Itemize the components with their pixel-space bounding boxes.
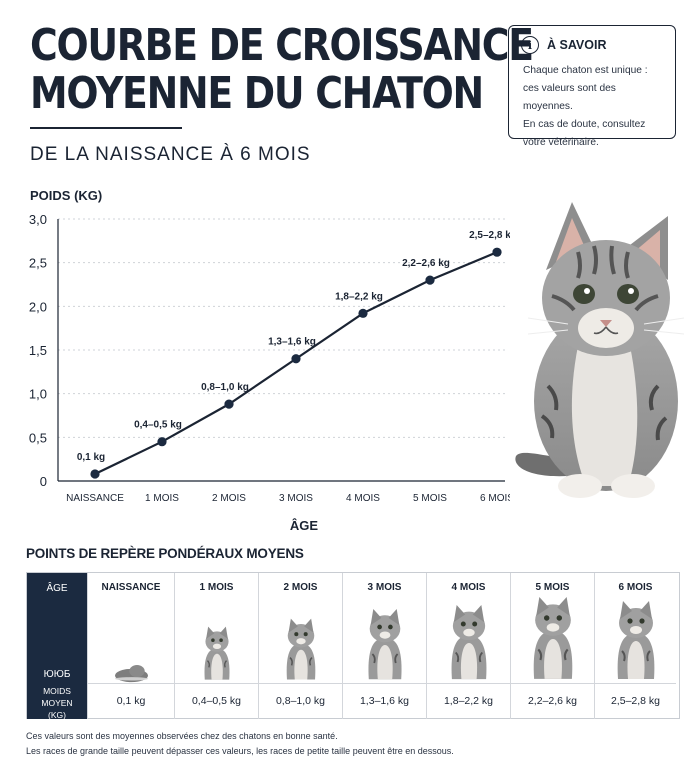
data-point [358, 308, 368, 318]
x-tick-label: 5 MOIS [413, 493, 447, 504]
title-line-2: MOYENNE DU CHATON [30, 68, 484, 119]
milestones-table: ÂGE ЮЮБ MOIDS MOYEN (KG) NAISSANCE 0,1 kg… [26, 572, 680, 721]
x-tick-label: 6 MOIS [480, 493, 510, 504]
column-age: 4 MOIS [451, 582, 486, 593]
column-weight: 0,4–0,5 kg [175, 683, 258, 720]
y-tick-label: 2,0 [29, 299, 47, 314]
y-tick-label: 0,5 [29, 430, 47, 445]
column-age: 2 MOIS [283, 582, 318, 593]
x-tick-label: NAISSANCE [66, 493, 124, 504]
column-age: 5 MOIS [535, 582, 570, 593]
data-label: 0,1 kg [77, 452, 105, 463]
kitten-photo [88, 597, 174, 683]
y-tick-label: 1,0 [29, 387, 47, 402]
info-line: ces valeurs sont des moyennes. [523, 83, 616, 112]
data-point [291, 354, 301, 364]
column-weight: 0,8–1,0 kg [259, 683, 342, 720]
data-label: 0,8–1,0 kg [201, 382, 249, 393]
table-column: 1 MOIS 0,4–0,5 kg [174, 573, 258, 719]
info-icon: i [521, 36, 539, 54]
column-weight: 1,3–1,6 kg [343, 683, 426, 720]
y-tick-label: 1,5 [29, 343, 47, 358]
column-age: 3 MOIS [367, 582, 402, 593]
y-tick-label: 3,0 [29, 212, 47, 227]
table-column: 4 MOIS 1,8–2,2 kg [426, 573, 510, 719]
data-point [224, 399, 234, 409]
kitten-photo [343, 597, 426, 683]
table-column: 6 MOIS 2,5–2,8 kg [594, 573, 676, 719]
info-line: En cas de doute, consultez [523, 119, 646, 130]
info-line: Chaque chaton est unique : [523, 65, 648, 76]
info-text: Chaque chaton est unique : ces valeurs s… [523, 62, 663, 152]
column-weight: 0,1 kg [88, 683, 174, 720]
y-tick-label: 0 [40, 474, 47, 489]
kitten-photo [511, 597, 594, 683]
header-age-label: ÂGE [46, 583, 68, 594]
table-column: 5 MOIS 2,2–2,6 kg [510, 573, 594, 719]
y-axis-ticks: 0 0,5 1,0 1,5 2,0 2,5 3,0 [29, 212, 47, 489]
chart-grid [58, 218, 505, 438]
page-title: COURBE DE CROISSANCE MOYENNE DU CHATON [30, 20, 534, 119]
x-tick-label: 2 MOIS [212, 493, 246, 504]
column-weight: 1,8–2,2 kg [427, 683, 510, 720]
x-tick-label: 4 MOIS [346, 493, 380, 504]
column-age: 6 MOIS [618, 582, 653, 593]
header-weight-line: MOIDS MOYEN [41, 686, 73, 708]
title-divider [30, 127, 182, 129]
info-title: À SAVOIR [547, 38, 607, 52]
data-label: 0,4–0,5 kg [134, 420, 182, 431]
milestones-title: POINTS DE REPÈRE PONDÉRAUX MOYENS [26, 546, 304, 561]
info-box: i À SAVOIR Chaque chaton est unique : ce… [508, 25, 676, 148]
title-line-1: COURBE DE CROISSANCE [30, 20, 534, 71]
data-label: 1,8–2,2 kg [335, 291, 383, 302]
sitting-kitten-illustration [515, 202, 685, 498]
header-weight-unit: (KG) [48, 710, 66, 720]
y-tick-label: 2,5 [29, 256, 47, 271]
kitten-photo [259, 597, 342, 683]
column-age: NAISSANCE [101, 582, 161, 593]
growth-series: 0,1 kg 0,4–0,5 kg 0,8–1,0 kg 1,3–1,6 kg 1,8–… [77, 230, 510, 479]
data-label: 1,3–1,6 kg [268, 337, 316, 348]
data-label: 2,5–2,8 kg [469, 230, 510, 241]
column-weight: 2,5–2,8 kg [595, 683, 676, 720]
data-point [492, 247, 502, 257]
column-weight: 2,2–2,6 kg [511, 683, 594, 720]
table-header-column: ÂGE ЮЮБ MOIDS MOYEN (KG) [27, 573, 87, 721]
x-tick-label: 1 MOIS [145, 493, 179, 504]
header-weight-label: MOIDS MOYEN (KG) [27, 685, 87, 721]
data-point [157, 437, 167, 447]
data-point [425, 275, 435, 285]
page-subtitle: DE LA NAISSANCE À 6 MOIS [30, 144, 311, 165]
x-tick-label: 3 MOIS [279, 493, 313, 504]
x-axis-ticks: NAISSANCE 1 MOIS 2 MOIS 3 MOIS 4 MOIS 5 MOIS 6… [66, 493, 510, 504]
data-label: 2,2–2,6 kg [402, 258, 450, 269]
y-axis-title: POIDS (KG) [30, 188, 102, 203]
kitten-photo [175, 597, 258, 683]
x-axis-title: ÂGE [290, 518, 319, 533]
table-column: 2 MOIS 0,8–1,0 kg [258, 573, 342, 719]
header-garbled-label: ЮЮБ [43, 669, 71, 680]
column-age: 1 MOIS [199, 582, 234, 593]
info-header: i À SAVOIR [521, 36, 663, 54]
kitten-photo [595, 597, 676, 683]
footnote: Les races de grande taille peuvent dépas… [26, 746, 454, 756]
table-column: NAISSANCE 0,1 kg [87, 573, 174, 719]
kitten-photo [427, 597, 510, 683]
data-point [90, 469, 100, 479]
info-line: votre vétérinaire. [523, 137, 599, 148]
growth-line-chart: POIDS (KG) 0 0,5 1,0 1,5 2,0 2,5 3,0 NAISSANCE… [29, 188, 510, 533]
footnote: Ces valeurs sont des moyennes observées … [26, 731, 338, 741]
table-column: 3 MOIS 1,3–1,6 kg [342, 573, 426, 719]
